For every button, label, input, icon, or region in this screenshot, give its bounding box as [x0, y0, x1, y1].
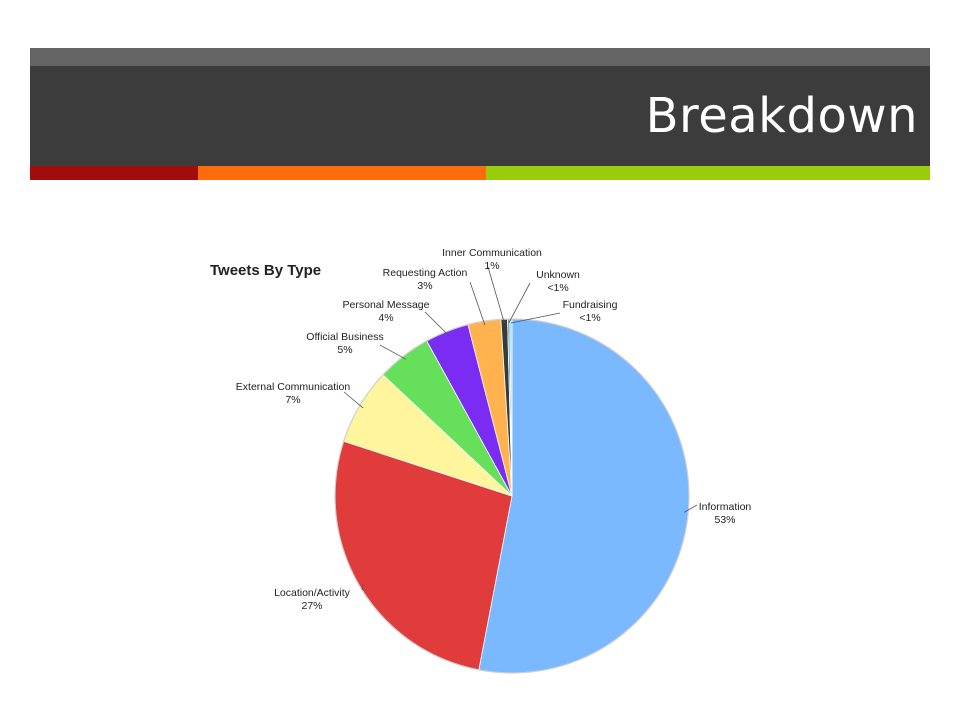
- slice-name-label: Unknown: [536, 269, 580, 281]
- accent-bar-orange: [198, 166, 486, 180]
- slice-value-label: 7%: [285, 394, 300, 406]
- leader-line: [343, 391, 364, 409]
- title-bar: Breakdown: [30, 66, 930, 166]
- slice-name-label: Official Business: [306, 331, 383, 343]
- leader-line: [424, 311, 449, 336]
- slice-name-label: Fundraising: [563, 299, 618, 311]
- slice-value-label: 1%: [484, 260, 499, 272]
- pie-slices: [334, 318, 690, 674]
- slide-title: Breakdown: [645, 88, 918, 144]
- slice-name-label: Information: [699, 501, 752, 513]
- accent-bar-green: [486, 166, 930, 180]
- leader-line: [510, 312, 561, 324]
- slice-value-label: 3%: [417, 280, 432, 292]
- top-strip: [30, 48, 930, 66]
- slice-value-label: 4%: [378, 312, 393, 324]
- leader-line: [379, 344, 407, 360]
- slice-value-label: 27%: [301, 600, 322, 612]
- leader-line: [469, 281, 486, 326]
- leader-line: [361, 583, 364, 591]
- slice-name-label: Personal Message: [343, 299, 430, 311]
- leader-line: [508, 282, 531, 324]
- slice-name-label: Requesting Action: [383, 267, 468, 279]
- chart-title: Tweets By Type: [210, 262, 321, 279]
- leader-line: [684, 504, 698, 513]
- slice-value-label: 53%: [714, 514, 735, 526]
- accent-bar-red: [30, 166, 198, 180]
- slice-name-label: Inner Communication: [442, 247, 542, 259]
- leader-line: [487, 266, 505, 324]
- pie-outline: [334, 318, 690, 674]
- leader-lines: [343, 266, 698, 591]
- slice-value-label: <1%: [547, 282, 568, 294]
- slice-value-label: <1%: [579, 312, 600, 324]
- slice-name-label: Location/Activity: [274, 587, 351, 599]
- slice-name-label: External Communication: [236, 381, 351, 393]
- slice-value-label: 5%: [337, 344, 352, 356]
